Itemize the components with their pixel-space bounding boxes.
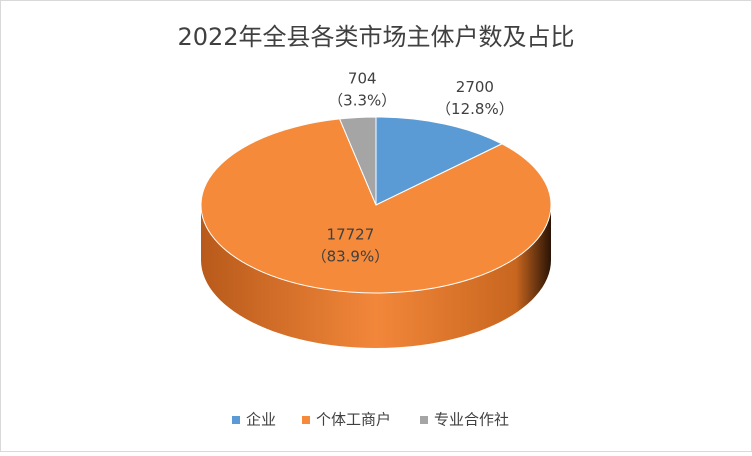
legend-swatch xyxy=(232,416,240,424)
legend-label: 个体工商户 xyxy=(316,411,391,429)
data-label: 704 xyxy=(348,70,377,88)
chart-title: 2022年全县各类市场主体户数及占比 xyxy=(177,23,574,51)
legend-swatch xyxy=(420,416,428,424)
legend-swatch xyxy=(302,416,310,424)
slice-side xyxy=(201,205,551,348)
data-label: 2700 xyxy=(456,78,494,96)
legend-label: 企业 xyxy=(246,411,276,429)
slice xyxy=(338,116,377,206)
slice xyxy=(375,116,503,206)
percent-label: （12.8%） xyxy=(436,100,514,118)
legend: 企业 个体工商户 专业合作社 xyxy=(232,411,509,429)
legend-label: 专业合作社 xyxy=(434,411,509,429)
percent-label: （3.3%） xyxy=(328,92,396,110)
data-label: 17727 xyxy=(327,226,375,244)
percent-label: （83.9%） xyxy=(312,248,390,266)
slice xyxy=(200,118,552,294)
